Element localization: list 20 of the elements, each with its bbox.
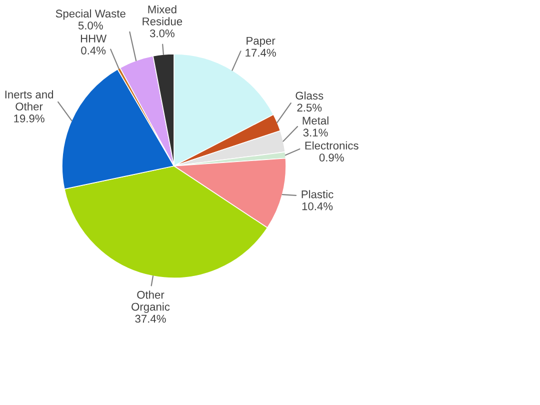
slice-label: Special Waste bbox=[56, 9, 126, 20]
slice-label: HHW bbox=[80, 34, 107, 42]
data-label: 17.4% bbox=[246, 48, 276, 57]
slice-label: Mixed Residue bbox=[142, 5, 182, 26]
slice-label: Glass bbox=[296, 91, 324, 100]
data-label: 3.0% bbox=[150, 29, 174, 38]
data-label: 0.4% bbox=[81, 46, 106, 54]
data-label: 0.9% bbox=[319, 154, 344, 162]
slice-label: Plastic bbox=[302, 190, 334, 198]
slice-label: Inerts and Other bbox=[5, 90, 54, 110]
data-label: 10.4% bbox=[302, 202, 333, 210]
slice-label: Other Organic bbox=[132, 290, 170, 313]
slice-label: Metal bbox=[302, 116, 328, 125]
data-label: 5.0% bbox=[78, 22, 103, 30]
slice-label: Paper bbox=[246, 36, 276, 47]
data-label: 37.4% bbox=[135, 314, 166, 323]
slice-label: Electronics bbox=[305, 141, 358, 150]
data-label: 3.1% bbox=[303, 128, 328, 137]
data-label: 2.5% bbox=[297, 104, 322, 112]
data-label: 19.9% bbox=[14, 114, 44, 122]
